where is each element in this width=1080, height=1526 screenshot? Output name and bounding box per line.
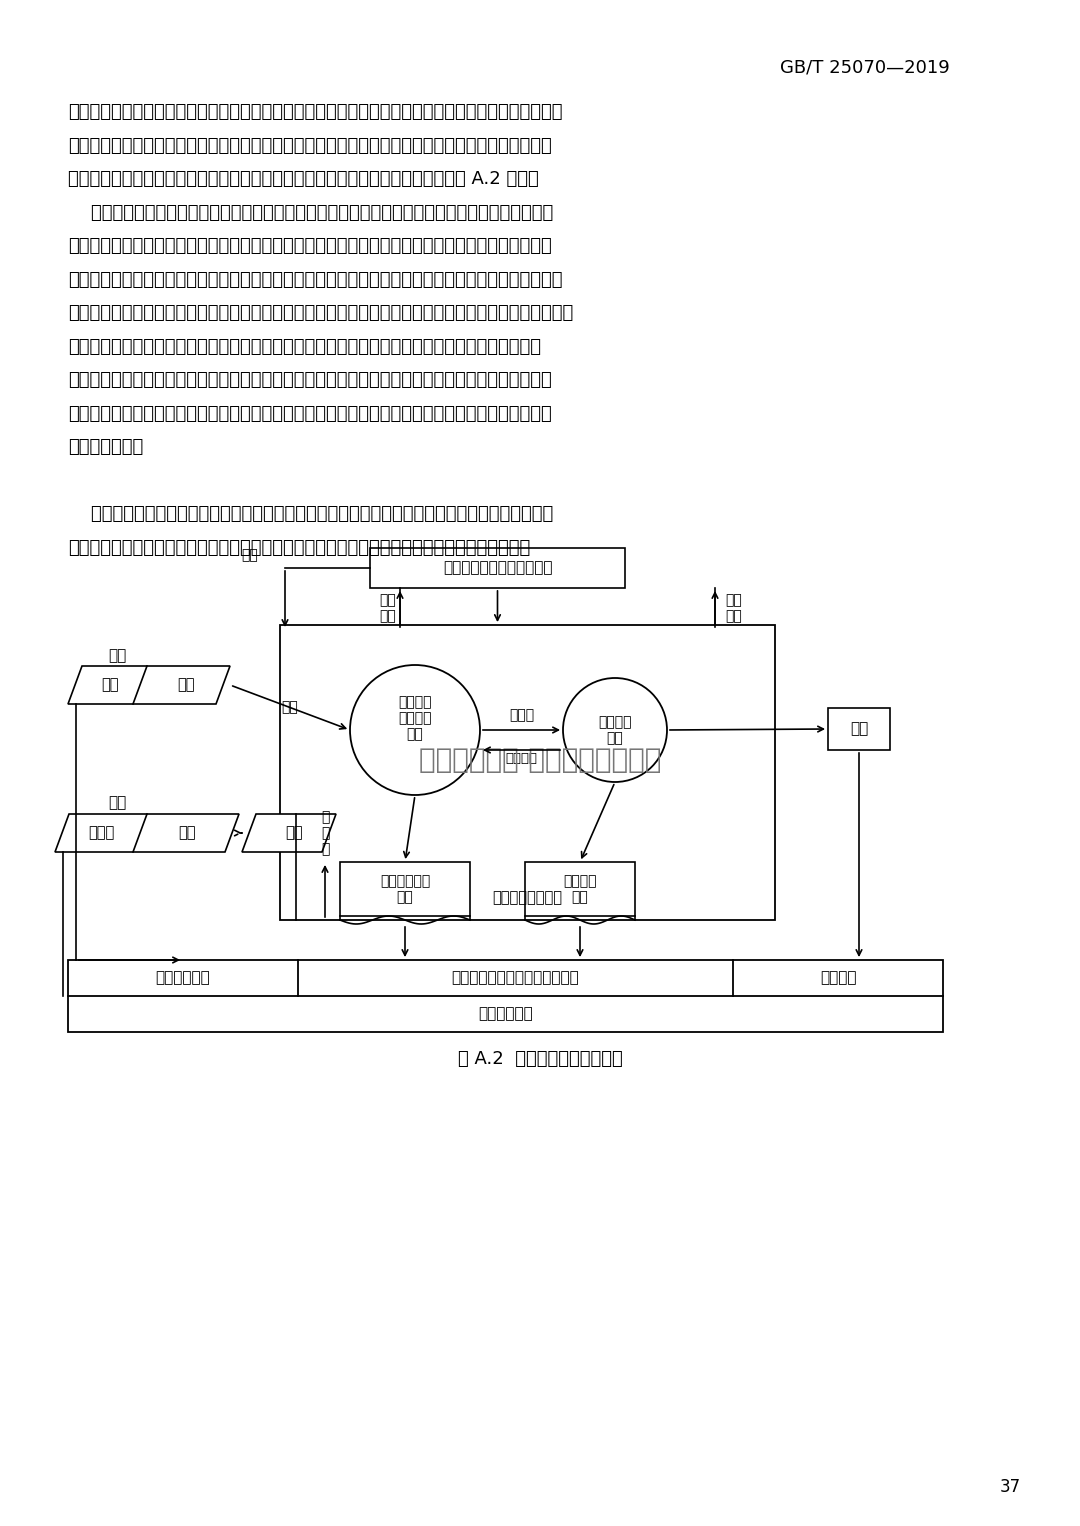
Bar bbox=[828, 708, 890, 749]
Bar bbox=[340, 862, 470, 916]
Text: 强制访问控制策略对该请求实施策略符合性检查。如果该请求符合系统强制访问控制策略，则系统将: 强制访问控制策略对该请求实施策略符合性检查。如果该请求符合系统强制访问控制策略，… bbox=[68, 337, 541, 356]
Text: 不符合: 不符合 bbox=[509, 708, 535, 722]
Polygon shape bbox=[242, 813, 336, 852]
Text: 拒绝
返回: 拒绝 返回 bbox=[725, 594, 742, 623]
Text: 向资源（客体）的权限，生成强制访问控制策略和级别调整策略列表。策略管理则根据业务系统的需求，: 向资源（客体）的权限，生成强制访问控制策略和级别调整策略列表。策略管理则根据业务… bbox=[68, 102, 563, 121]
Text: 级别调整
策略: 级别调整 策略 bbox=[564, 874, 597, 903]
Text: 主体: 主体 bbox=[108, 649, 126, 662]
Text: 客体名: 客体名 bbox=[87, 826, 114, 841]
Text: 生成与执行主体相关的策略，包括强制访问控制策略和级别调整策略。除此之外，安全审计员需要通过: 生成与执行主体相关的策略，包括强制访问控制策略和级别调整策略。除此之外，安全审计… bbox=[68, 136, 552, 154]
Polygon shape bbox=[55, 813, 239, 852]
Text: 强制访问控制执行: 强制访问控制执行 bbox=[492, 891, 563, 905]
Text: GB/T 25070—2019: GB/T 25070—2019 bbox=[780, 58, 949, 76]
Text: 用户身份管理: 用户身份管理 bbox=[156, 971, 211, 986]
Text: 按级别判
定策略符
合性: 按级别判 定策略符 合性 bbox=[399, 694, 432, 742]
Text: 标记: 标记 bbox=[178, 826, 195, 841]
Text: 微信公众号： 计算机与网络安全: 微信公众号： 计算机与网络安全 bbox=[419, 746, 661, 774]
Text: 37: 37 bbox=[999, 1479, 1021, 1495]
Text: 强制访问控制
策略: 强制访问控制 策略 bbox=[380, 874, 430, 903]
Bar bbox=[525, 862, 635, 916]
Text: 系统拒绝执行。: 系统拒绝执行。 bbox=[68, 438, 144, 456]
Text: 允许调整: 允许调整 bbox=[505, 752, 538, 765]
Text: 符合: 符合 bbox=[282, 700, 298, 714]
Bar bbox=[68, 960, 943, 1032]
Text: 体、客体、操作三要素信息，然后查询全局主／客体安全标记列表，得到主／客体的安全标记信息，并依据: 体、客体、操作三要素信息，然后查询全局主／客体安全标记列表，得到主／客体的安全标… bbox=[68, 304, 573, 322]
Text: 主体是否有权访问该客体。如果上述检查通过，系统同样允许该主体执行资源访问，否则，该请求将被: 主体是否有权访问该客体。如果上述检查通过，系统同样允许该主体执行资源访问，否则，… bbox=[68, 404, 552, 423]
Text: 图 A.2  强制访问控制机制结构: 图 A.2 强制访问控制机制结构 bbox=[458, 1050, 622, 1068]
Text: 请求: 请求 bbox=[242, 548, 258, 562]
Circle shape bbox=[350, 665, 480, 795]
Text: 执行
返回: 执行 返回 bbox=[380, 594, 396, 623]
Circle shape bbox=[563, 678, 667, 781]
Text: 内容: 内容 bbox=[285, 826, 302, 841]
Text: 标记: 标记 bbox=[177, 678, 194, 693]
Polygon shape bbox=[68, 665, 230, 703]
Text: 求及安全决策结果进行审计，并且将生成的审计记录发送到审计服务器存储，供安全审计员管理。: 求及安全决策结果进行审计，并且将生成的审计记录发送到审计服务器存储，供安全审计员… bbox=[68, 539, 530, 557]
Text: 系统强制访问控制机制在执行安全策略过程中，需要根据安全审计员制定的审计策略，对用户的请: 系统强制访问控制机制在执行安全策略过程中，需要根据安全审计员制定的审计策略，对用… bbox=[68, 505, 553, 523]
Text: 允许该主体执行资源访问。否则，系统将进行级别调整审核，即依据级别调整策略，判断发出该请求的: 允许该主体执行资源访问。否则，系统将进行级别调整审核，即依据级别调整策略，判断发… bbox=[68, 371, 552, 389]
Text: 安全管理中心: 安全管理中心 bbox=[478, 1007, 532, 1021]
Bar bbox=[370, 548, 625, 588]
Text: 执行程序主体请求访问客体: 执行程序主体请求访问客体 bbox=[443, 560, 552, 575]
Text: 审计管理: 审计管理 bbox=[820, 971, 856, 986]
Text: 身份: 身份 bbox=[102, 678, 119, 693]
Text: 问
操
作: 问 操 作 bbox=[321, 810, 329, 856]
Text: 级别调整
检查: 级别调整 检查 bbox=[598, 714, 632, 745]
Text: 安全管理中心制定系统审计策略，实施系统的审计管理。强制访问控制机制结构如图 A.2 所示。: 安全管理中心制定系统审计策略，实施系统的审计管理。强制访问控制机制结构如图 A.… bbox=[68, 169, 539, 188]
Text: 标记管理、授权管理、策略管理: 标记管理、授权管理、策略管理 bbox=[451, 971, 579, 986]
Bar bbox=[280, 626, 775, 920]
Text: 系统在初始执行时，首先要求用户标识自己的身份，经过系统身份认证确认为授权主体后，系统将: 系统在初始执行时，首先要求用户标识自己的身份，经过系统身份认证确认为授权主体后，… bbox=[68, 203, 553, 221]
Text: 客体: 客体 bbox=[108, 795, 126, 810]
Text: 下载全局主／客体安全标记列表及与该主体对应的访问控制列表，并对其进行初始化。当执行程序（主: 下载全局主／客体安全标记列表及与该主体对应的访问控制列表，并对其进行初始化。当执… bbox=[68, 237, 552, 255]
Text: 体）发出访问系统中资源（客体）的请求后，系统安全机制将截获该请求，并从中取出访问控制相关的主: 体）发出访问系统中资源（客体）的请求后，系统安全机制将截获该请求，并从中取出访问… bbox=[68, 270, 563, 288]
Text: 审计: 审计 bbox=[850, 722, 868, 737]
